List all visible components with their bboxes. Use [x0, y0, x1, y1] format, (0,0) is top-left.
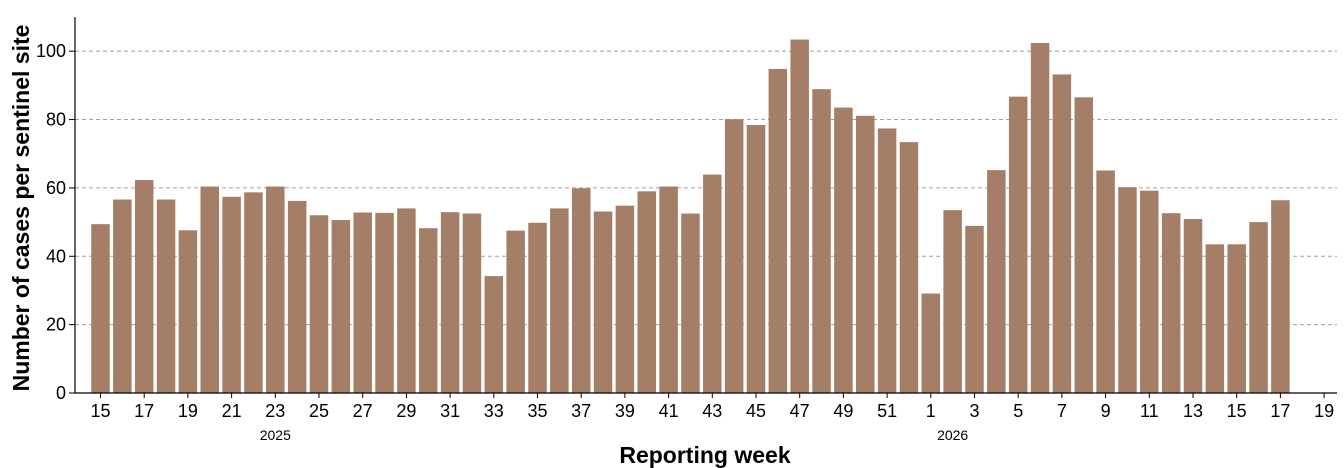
bar-week-27-12	[353, 212, 372, 393]
bar-week-17-2	[134, 180, 154, 393]
bar-week-41-26	[659, 186, 678, 393]
bar-week-37-22	[571, 188, 591, 393]
bar-week-5-42	[1008, 96, 1028, 393]
bar-week-20-5	[200, 186, 219, 393]
x-tick-label: 41	[659, 401, 679, 421]
bar-week-34-19	[506, 230, 525, 393]
bar-week-2-39	[943, 210, 962, 393]
bar-week-6-43	[1030, 42, 1050, 393]
bar-week-21-6	[222, 196, 241, 393]
x-tick-label: 51	[877, 401, 897, 421]
bar-week-3-40	[965, 225, 984, 393]
x-tick-label: 9	[1101, 401, 1111, 421]
bar-week-17-54	[1271, 200, 1290, 393]
x-tick-label: 17	[1270, 401, 1290, 421]
x-tick-label: 35	[527, 401, 547, 421]
bar-week-4-41	[987, 170, 1006, 393]
bar-week-7-44	[1052, 74, 1072, 394]
bar-week-46-31	[768, 68, 788, 393]
bar-week-38-23	[593, 211, 613, 393]
bar-week-48-33	[812, 89, 831, 394]
x-tick-label: 19	[1314, 401, 1334, 421]
bar-week-10-47	[1118, 187, 1137, 393]
bar-week-40-25	[637, 191, 656, 393]
bar-week-8-45	[1074, 97, 1093, 393]
year-label-2025: 2025	[260, 427, 291, 443]
x-tick-label: 15	[1227, 401, 1247, 421]
axes	[69, 17, 1337, 398]
bar-week-52-37	[899, 142, 919, 393]
x-tick-label: 49	[833, 401, 853, 421]
bar-week-44-29	[724, 119, 744, 393]
bar-week-16-53	[1249, 222, 1268, 393]
x-tick-label: 45	[746, 401, 766, 421]
bar-week-1-38	[921, 293, 941, 393]
bar-week-31-16	[440, 212, 460, 393]
x-tick-label: 15	[90, 401, 110, 421]
x-tick-label: 47	[790, 401, 810, 421]
bar-week-18-3	[156, 199, 176, 393]
bars	[91, 39, 1290, 394]
x-tick-label: 7	[1057, 401, 1067, 421]
y-tick-label: 100	[36, 41, 66, 61]
bar-week-22-7	[244, 192, 263, 393]
x-tick-label: 17	[134, 401, 154, 421]
bar-week-15-0	[91, 224, 110, 393]
bar-week-43-28	[703, 174, 722, 393]
x-tick-label: 5	[1013, 401, 1023, 421]
y-tick-label: 40	[46, 246, 66, 266]
bar-week-51-36	[877, 128, 897, 393]
bar-week-49-34	[834, 107, 853, 393]
x-tick-label: 33	[484, 401, 504, 421]
x-tick-label: 21	[222, 401, 242, 421]
bar-week-13-50	[1183, 219, 1203, 393]
bar-week-14-51	[1205, 244, 1225, 393]
bar-week-39-24	[615, 205, 635, 393]
x-tick-label: 37	[571, 401, 591, 421]
x-tick-label: 19	[178, 401, 198, 421]
x-tick-label: 25	[309, 401, 329, 421]
x-axis-title: Reporting week	[619, 442, 790, 468]
bar-week-25-10	[309, 215, 329, 393]
x-tick-label: 1	[926, 401, 936, 421]
bar-week-50-35	[856, 115, 875, 393]
bar-week-30-15	[419, 228, 438, 393]
x-tick-label: 39	[615, 401, 635, 421]
bar-week-12-49	[1161, 213, 1181, 393]
y-tick-label: 20	[46, 315, 66, 335]
bar-week-33-18	[484, 276, 504, 393]
y-tick-label: 80	[46, 110, 66, 130]
x-tick-label: 23	[265, 401, 285, 421]
x-tick-label: 31	[440, 401, 460, 421]
bar-week-9-46	[1096, 170, 1115, 393]
y-tick-label: 0	[56, 383, 66, 403]
x-tick-label: 27	[353, 401, 373, 421]
x-tick-label: 3	[969, 401, 979, 421]
bar-week-26-11	[331, 220, 351, 393]
x-tick-label: 13	[1183, 401, 1203, 421]
x-tick-label: 29	[396, 401, 416, 421]
bar-week-42-27	[681, 213, 700, 393]
bar-week-24-9	[287, 200, 307, 393]
x-tick-label: 11	[1140, 401, 1159, 421]
bar-week-23-8	[266, 186, 285, 393]
y-axis-title: Number of cases per sentinel site	[8, 25, 34, 392]
y-tick-label: 60	[46, 178, 66, 198]
bar-week-45-30	[746, 125, 766, 394]
bar-week-15-52	[1227, 244, 1246, 393]
bar-week-11-48	[1140, 190, 1159, 393]
year-label-2026: 2026	[937, 427, 968, 443]
bar-week-35-20	[528, 222, 547, 393]
x-tick-label: 43	[702, 401, 722, 421]
bar-week-36-21	[550, 208, 569, 393]
bar-week-47-32	[790, 39, 809, 394]
bar-week-29-14	[397, 208, 416, 393]
bar-week-28-13	[375, 212, 394, 393]
bar-week-19-4	[178, 230, 198, 393]
bar-week-16-1	[113, 199, 132, 393]
bar-week-32-17	[462, 213, 482, 393]
